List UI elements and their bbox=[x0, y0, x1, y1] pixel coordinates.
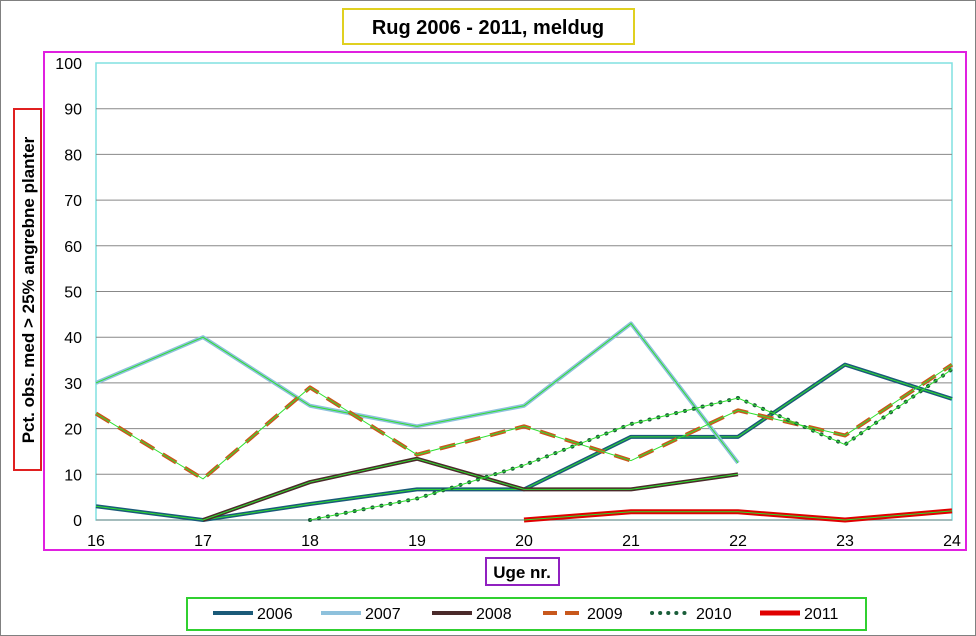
x-tick-label: 21 bbox=[622, 533, 640, 550]
y-tick-label: 30 bbox=[64, 376, 82, 393]
x-tick-label: 18 bbox=[301, 533, 319, 550]
y-tick-label: 90 bbox=[64, 102, 82, 119]
series-selection-outline bbox=[95, 364, 953, 480]
y-tick-label: 70 bbox=[64, 193, 82, 210]
x-tick-label: 22 bbox=[729, 533, 747, 550]
series-selection-outline bbox=[309, 368, 953, 521]
y-tick-label: 60 bbox=[64, 239, 82, 256]
x-tick-labels: 16 17 18 19 20 21 22 23 24 bbox=[87, 533, 961, 550]
chart-title: Rug 2006 - 2011, meldug bbox=[372, 17, 604, 39]
y-tick-label: 100 bbox=[55, 56, 82, 73]
series-lines bbox=[94, 321, 954, 523]
y-tick-labels: 0 10 20 30 40 50 60 70 80 90 100 bbox=[55, 56, 82, 530]
x-tick-label: 20 bbox=[515, 533, 533, 550]
y-tick-label: 20 bbox=[64, 422, 82, 439]
x-tick-label: 23 bbox=[836, 533, 854, 550]
title-frame bbox=[342, 8, 635, 45]
y-tick-label: 80 bbox=[64, 147, 82, 164]
plot-selection-frame bbox=[43, 51, 967, 551]
legend bbox=[186, 597, 867, 631]
y-tick-label: 40 bbox=[64, 330, 82, 347]
x-tick-label: 16 bbox=[87, 533, 105, 550]
legend-label-2008: 2008 bbox=[476, 606, 512, 623]
x-tick-label: 17 bbox=[194, 533, 212, 550]
series-selection-outline bbox=[202, 458, 739, 521]
y-axis-title-frame bbox=[13, 108, 42, 471]
series-selection-outline bbox=[95, 322, 739, 464]
y-axis-title: Pct. obs. med > 25% angrebne planter bbox=[19, 136, 38, 443]
legend-label-2006: 2006 bbox=[257, 606, 293, 623]
y-tick-label: 10 bbox=[64, 467, 82, 484]
x-tick-label: 24 bbox=[943, 533, 961, 550]
x-tick-label: 19 bbox=[408, 533, 426, 550]
series-selection-outline bbox=[523, 510, 953, 521]
legend-label-2010: 2010 bbox=[696, 606, 732, 623]
legend-items: 2006 2007 2008 2009 2010 2011 bbox=[213, 606, 839, 623]
y-tick-label: 0 bbox=[73, 513, 82, 530]
legend-label-2007: 2007 bbox=[365, 606, 401, 623]
x-axis-title: Uge nr. bbox=[493, 563, 551, 582]
y-tick-label: 50 bbox=[64, 285, 82, 302]
legend-label-2009: 2009 bbox=[587, 606, 623, 623]
legend-label-2011: 2011 bbox=[804, 606, 839, 623]
x-axis-title-frame bbox=[485, 557, 560, 586]
